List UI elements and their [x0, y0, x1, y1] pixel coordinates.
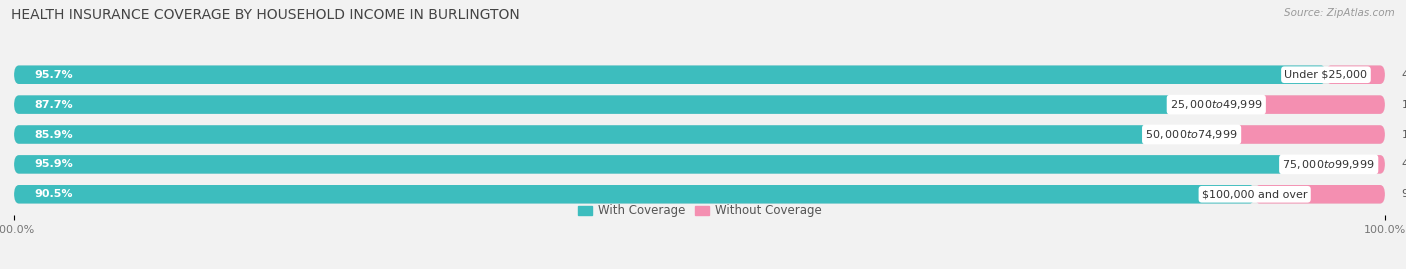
FancyBboxPatch shape	[14, 185, 1385, 204]
Text: 4.3%: 4.3%	[1402, 70, 1406, 80]
Text: $50,000 to $74,999: $50,000 to $74,999	[1146, 128, 1237, 141]
Legend: With Coverage, Without Coverage: With Coverage, Without Coverage	[572, 200, 827, 222]
Text: 9.5%: 9.5%	[1402, 189, 1406, 199]
Text: Source: ZipAtlas.com: Source: ZipAtlas.com	[1284, 8, 1395, 18]
FancyBboxPatch shape	[14, 95, 1385, 114]
FancyBboxPatch shape	[1216, 95, 1385, 114]
Text: 4.1%: 4.1%	[1402, 160, 1406, 169]
Text: 12.3%: 12.3%	[1402, 100, 1406, 109]
Text: HEALTH INSURANCE COVERAGE BY HOUSEHOLD INCOME IN BURLINGTON: HEALTH INSURANCE COVERAGE BY HOUSEHOLD I…	[11, 8, 520, 22]
Text: 85.9%: 85.9%	[35, 129, 73, 140]
Text: $100,000 and over: $100,000 and over	[1202, 189, 1308, 199]
FancyBboxPatch shape	[14, 155, 1385, 174]
FancyBboxPatch shape	[14, 125, 1192, 144]
FancyBboxPatch shape	[1192, 125, 1385, 144]
FancyBboxPatch shape	[14, 185, 1254, 204]
FancyBboxPatch shape	[14, 155, 1329, 174]
Text: 90.5%: 90.5%	[35, 189, 73, 199]
Text: $25,000 to $49,999: $25,000 to $49,999	[1170, 98, 1263, 111]
Text: 87.7%: 87.7%	[35, 100, 73, 109]
Text: 14.1%: 14.1%	[1402, 129, 1406, 140]
Text: Under $25,000: Under $25,000	[1285, 70, 1368, 80]
FancyBboxPatch shape	[1254, 185, 1385, 204]
FancyBboxPatch shape	[14, 95, 1216, 114]
Text: 95.9%: 95.9%	[35, 160, 73, 169]
FancyBboxPatch shape	[1329, 155, 1385, 174]
FancyBboxPatch shape	[14, 65, 1385, 84]
FancyBboxPatch shape	[14, 125, 1385, 144]
FancyBboxPatch shape	[14, 65, 1326, 84]
Text: 95.7%: 95.7%	[35, 70, 73, 80]
FancyBboxPatch shape	[1326, 65, 1385, 84]
Text: $75,000 to $99,999: $75,000 to $99,999	[1282, 158, 1375, 171]
